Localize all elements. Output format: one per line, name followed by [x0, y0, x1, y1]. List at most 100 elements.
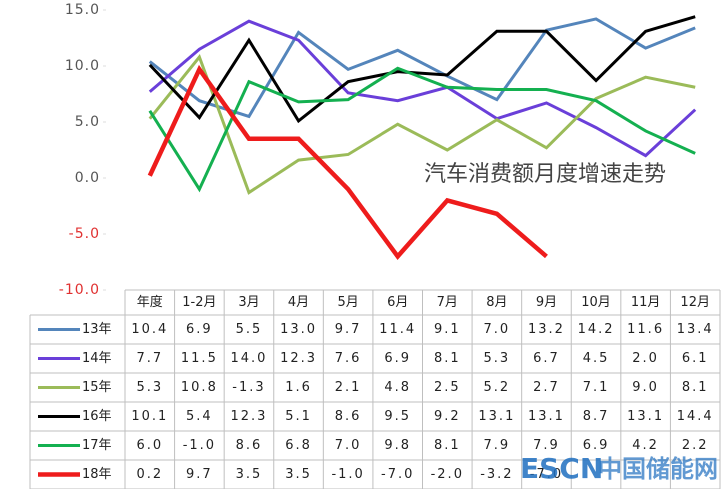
- legend-label: 18年: [82, 467, 112, 482]
- x-tick-label: 9月: [536, 295, 557, 310]
- table-cell: -1.0: [183, 438, 216, 453]
- table-cell: 6.7: [533, 351, 560, 366]
- table-cell: 4.5: [583, 351, 610, 366]
- table-cell: 7.1: [583, 380, 610, 395]
- series-line: [148, 15, 696, 124]
- table-cell: 2.5: [434, 380, 461, 395]
- legend-label: 16年: [82, 409, 112, 424]
- x-tick-label: 8月: [486, 295, 507, 310]
- x-tick-label: 年度: [137, 294, 163, 310]
- y-tick-label: 0.0: [75, 170, 100, 186]
- table-cell: 9.2: [434, 409, 461, 424]
- table-cell: 3.5: [236, 467, 263, 482]
- table-cell: 10.4: [131, 322, 168, 337]
- table-cell: 4.2: [632, 438, 659, 453]
- y-tick-label: -5.0: [69, 226, 100, 242]
- legend-label: 14年: [82, 351, 112, 366]
- table-cell: 5.1: [285, 409, 312, 424]
- table-cell: 10.8: [181, 380, 218, 395]
- table-cell: 13.4: [677, 322, 714, 337]
- table-cell: 2.1: [335, 380, 362, 395]
- table-cell: 12.3: [280, 351, 317, 366]
- table-cell: 2.7: [533, 380, 560, 395]
- series-line: [147, 64, 548, 260]
- table-cell: 3.5: [285, 467, 312, 482]
- watermark: 中国储能网: [598, 455, 718, 483]
- table-cell: 9.1: [434, 322, 461, 337]
- table-cell: 11.5: [181, 351, 218, 366]
- x-tick-label: 12月: [680, 295, 710, 310]
- series-line: [148, 54, 696, 195]
- table-cell: 13.1: [627, 409, 664, 424]
- x-tick-label: 7月: [437, 295, 458, 310]
- table-cell: 14.2: [578, 322, 615, 337]
- x-tick-label: 3月: [238, 295, 259, 310]
- table-cell: -7.0: [530, 467, 563, 482]
- table-cell: 2.0: [632, 351, 659, 366]
- table-cell: 9.8: [384, 438, 411, 453]
- table-cell: 13.1: [478, 409, 515, 424]
- table-cell: 1.6: [285, 380, 312, 395]
- table-cell: 9.7: [335, 322, 362, 337]
- x-tick-label: 11月: [631, 295, 661, 310]
- table-cell: -7.0: [381, 467, 414, 482]
- table-cell: 7.9: [484, 438, 511, 453]
- table-cell: -2.0: [431, 467, 464, 482]
- table-cell: -3.2: [480, 467, 513, 482]
- table-cell: -1.0: [331, 467, 364, 482]
- table-cell: 6.9: [583, 438, 610, 453]
- table-cell: 12.3: [230, 409, 267, 424]
- table-cell: 5.3: [136, 380, 163, 395]
- table-cell: 13.1: [528, 409, 565, 424]
- table-cell: 6.1: [682, 351, 709, 366]
- chart-title: 汽车消费额月度增速走势: [424, 162, 666, 187]
- legend-label: 17年: [82, 438, 112, 453]
- table-cell: 11.4: [379, 322, 416, 337]
- legend-label: 15年: [82, 380, 112, 395]
- table-cell: 9.0: [632, 380, 659, 395]
- x-tick-label: 10月: [581, 295, 611, 310]
- series-line: [148, 66, 696, 193]
- table-cell: 8.7: [583, 409, 610, 424]
- y-tick-label: 5.0: [75, 114, 100, 130]
- table-cell: 6.9: [186, 322, 213, 337]
- x-tick-label: 4月: [288, 295, 309, 310]
- table-cell: 8.6: [236, 438, 263, 453]
- x-tick-label: 5月: [337, 295, 358, 310]
- table-cell: 9.7: [186, 467, 213, 482]
- table-cell: 8.6: [335, 409, 362, 424]
- table-cell: 9.5: [384, 409, 411, 424]
- table-cell: 7.7: [136, 351, 163, 366]
- table-cell: 4.8: [384, 380, 411, 395]
- table-cell: 11.6: [627, 322, 664, 337]
- table-cell: 6.9: [384, 351, 411, 366]
- table-cell: 5.5: [236, 322, 263, 337]
- table-cell: 7.6: [335, 351, 362, 366]
- table-cell: 7.9: [533, 438, 560, 453]
- table-cell: 5.4: [186, 409, 213, 424]
- table-cell: 10.1: [131, 409, 168, 424]
- y-tick-label: 15.0: [65, 2, 100, 18]
- series-line: [148, 17, 696, 119]
- x-tick-label: 6月: [387, 295, 408, 310]
- table-cell: 7.0: [484, 322, 511, 337]
- legend-label: 13年: [82, 322, 112, 337]
- table-cell: 6.0: [136, 438, 163, 453]
- y-tick-label: -10.0: [59, 282, 100, 298]
- table-cell: 14.4: [677, 409, 714, 424]
- table-cell: 8.1: [682, 380, 709, 395]
- table-cell: 8.1: [434, 351, 461, 366]
- table-cell: 0.2: [136, 467, 163, 482]
- table-cell: 5.3: [484, 351, 511, 366]
- table-cell: 5.2: [484, 380, 511, 395]
- y-tick-label: 10.0: [65, 58, 100, 74]
- table-cell: -1.3: [232, 380, 265, 395]
- table-cell: 13.2: [528, 322, 565, 337]
- table-cell: 6.8: [285, 438, 312, 453]
- table-cell: 8.1: [434, 438, 461, 453]
- table-cell: 14.0: [230, 351, 267, 366]
- x-tick-label: 1-2月: [182, 295, 216, 310]
- table-cell: 7.0: [335, 438, 362, 453]
- table-cell: 13.0: [280, 322, 317, 337]
